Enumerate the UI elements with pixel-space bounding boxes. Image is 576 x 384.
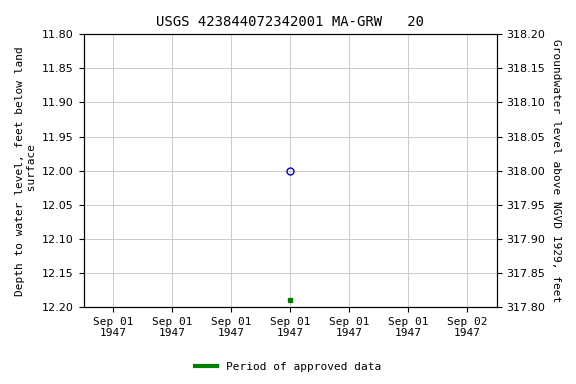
Y-axis label: Depth to water level, feet below land
 surface: Depth to water level, feet below land su… (15, 46, 37, 296)
Legend: Period of approved data: Period of approved data (191, 358, 385, 377)
Y-axis label: Groundwater level above NGVD 1929, feet: Groundwater level above NGVD 1929, feet (551, 39, 561, 302)
Title: USGS 423844072342001 MA-GRW   20: USGS 423844072342001 MA-GRW 20 (156, 15, 425, 29)
